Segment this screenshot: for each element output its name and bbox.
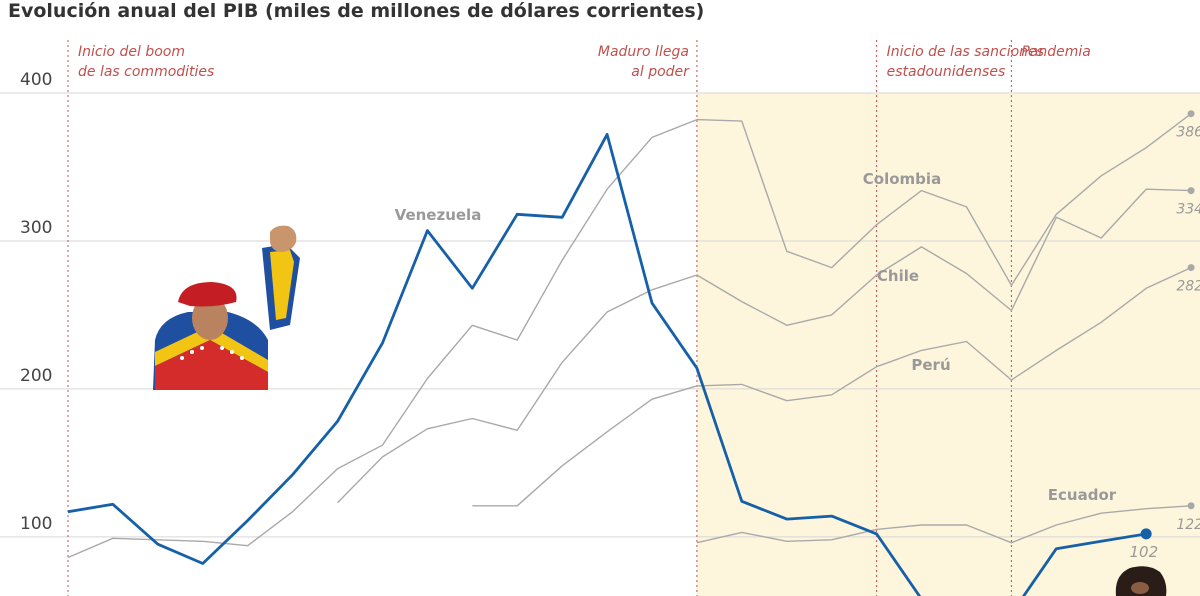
series-line-venezuela <box>67 132 1147 596</box>
event-label-1-1: al poder <box>631 64 690 80</box>
series-end-marker-venezuela <box>1140 528 1152 540</box>
maduro-head <box>1115 566 1167 596</box>
chavez-face <box>192 296 228 340</box>
series-end-value-per: 282 <box>1176 279 1200 295</box>
event-label-2-0: Inicio de las sanciones <box>887 44 1044 60</box>
y-tick-label-200: 200 <box>20 366 52 386</box>
y-tick-label-300: 300 <box>20 218 52 238</box>
chavez-photo <box>153 225 300 390</box>
maduro-photo <box>1115 566 1167 596</box>
series-line-colombia <box>67 113 1192 559</box>
event-label-0-0: Inicio del boom <box>78 44 185 60</box>
y-tick-label-400: 400 <box>20 70 52 90</box>
event-label-2-1: estadounidenses <box>887 64 1006 80</box>
series-label-venezuela: Venezuela <box>395 206 482 224</box>
series-end-value-chile: 334 <box>1176 202 1200 218</box>
series-line-ecuador <box>696 505 1192 544</box>
series-end-marker-per <box>1187 264 1195 272</box>
series-label-ecuador: Ecuador <box>1048 486 1117 504</box>
series-end-value-colombia: 386 <box>1176 125 1200 141</box>
chart-title: Evolución anual del PIB (miles de millon… <box>8 0 705 22</box>
event-label-3-0: Pandemia <box>1021 44 1091 60</box>
series-line-chile <box>337 188 1192 504</box>
series-end-value-ecuador: 122 <box>1176 517 1200 533</box>
series-label-colombia: Colombia <box>863 170 941 188</box>
series-end-value-venezuela: 102 <box>1130 543 1159 561</box>
series-label-per: Perú <box>911 356 950 374</box>
series-end-marker-chile <box>1187 187 1195 195</box>
series-end-marker-colombia <box>1187 110 1195 118</box>
series-end-marker-ecuador <box>1187 502 1195 510</box>
series-label-chile: Chile <box>877 267 919 285</box>
event-label-0-1: de las commodities <box>78 64 214 80</box>
series-line-per <box>472 266 1192 507</box>
event-label-1-0: Maduro llega <box>598 44 689 60</box>
y-tick-label-100: 100 <box>20 514 52 534</box>
chavez-fist <box>270 225 297 252</box>
chavez-beret <box>178 282 237 307</box>
